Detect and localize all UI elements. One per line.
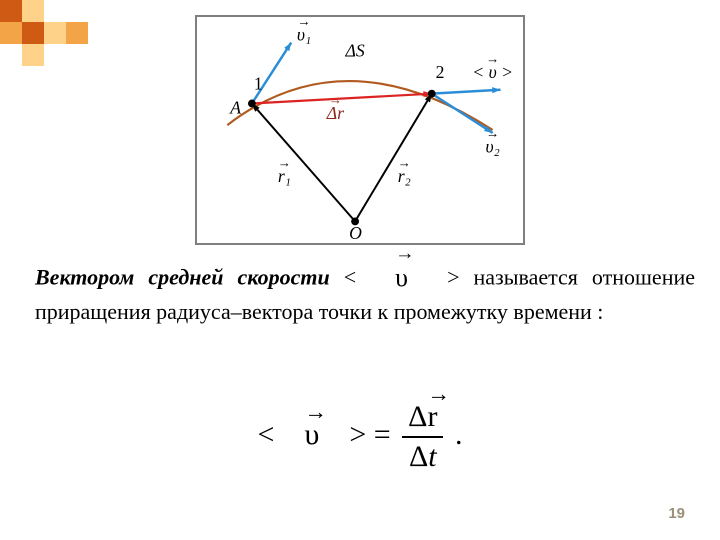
lead-phrase: Вектором средней скорости <box>35 265 330 290</box>
svg-text:1: 1 <box>254 74 263 94</box>
svg-text:O: O <box>349 223 362 243</box>
corner-decoration <box>0 0 100 80</box>
page-number: 19 <box>668 505 685 522</box>
svg-text:A: A <box>229 97 241 117</box>
definition-text: Вектором средней скорости < → υ > называ… <box>35 262 695 327</box>
svg-text:υ₁: υ₁ <box>297 25 311 45</box>
slide: →r₁→r₂→Δr→υ₁→υ₂→< υ >OA12ΔS Вектором сре… <box>0 0 720 540</box>
svg-text:Δr: Δr <box>326 103 344 123</box>
equals: = <box>374 418 391 451</box>
inline-velocity-symbol: → υ <box>395 260 408 295</box>
svg-text:< υ >: < υ > <box>472 62 513 82</box>
angle-open: < <box>344 265 356 290</box>
svg-text:υ₂: υ₂ <box>486 137 500 157</box>
bracket-open: < <box>258 418 275 451</box>
fraction: Δ→r Δt <box>402 400 443 474</box>
formula: < → υ > = Δ→r Δt . <box>0 400 720 474</box>
formula-period: . <box>455 418 463 451</box>
svg-text:ΔS: ΔS <box>344 40 364 60</box>
svg-text:r₁: r₁ <box>278 166 291 186</box>
mean-velocity-symbol: → υ <box>304 418 319 452</box>
vector-diagram: →r₁→r₂→Δr→υ₁→υ₂→< υ >OA12ΔS <box>195 15 525 245</box>
bracket-close: > <box>349 418 366 451</box>
svg-text:r₂: r₂ <box>398 166 411 186</box>
svg-text:2: 2 <box>436 62 445 82</box>
